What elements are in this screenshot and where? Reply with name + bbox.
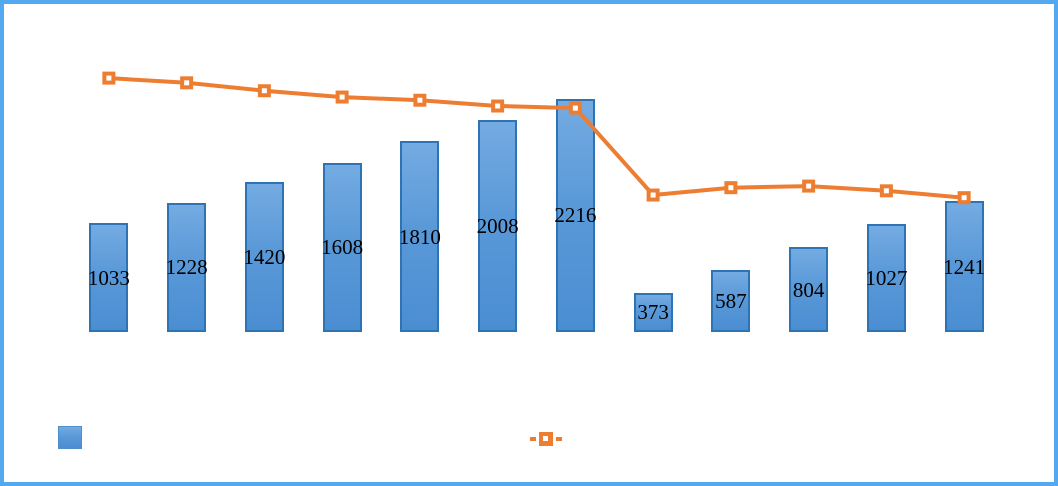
legend-line-series-marker [529,430,563,447]
line-point-marker-center-2 [184,80,190,86]
line-series-path [108,76,965,200]
bar-value-label-3: 1420 [243,245,286,270]
line-point-marker-center-6 [495,103,501,109]
bar-value-label-1: 1033 [87,265,130,290]
bar-1 [89,223,129,332]
line-point-marker-center-4 [339,94,345,100]
bar-8 [633,292,673,332]
bar-5 [400,141,440,332]
bar-9 [711,270,751,332]
line-point-marker-center-7 [572,105,578,111]
bar-value-label-2: 1228 [165,255,208,280]
bar-12 [944,201,984,332]
bar-value-label-5: 1810 [398,224,441,249]
bar-3 [244,182,284,332]
line-point-marker-center-3 [261,88,267,94]
bar-value-label-7: 2216 [554,203,597,228]
bar-6 [478,120,518,332]
bar-value-label-9: 587 [715,289,747,314]
line-point-marker-center-5 [417,97,423,103]
bar-value-label-12: 1241 [943,254,986,279]
bar-value-label-4: 1608 [321,235,364,260]
legend-line-marker-center-icon [543,436,548,441]
bar-11 [866,223,906,332]
bar-value-label-6: 2008 [476,214,519,239]
bar-10 [789,247,829,332]
line-point-marker-center-12 [961,195,967,201]
bar-7 [555,98,595,332]
line-point-marker-center-11 [883,188,889,194]
bar-value-label-10: 804 [792,277,825,302]
bar-4 [322,162,362,332]
line-point-marker-center-1 [106,75,112,81]
line-point-marker-center-10 [806,183,812,189]
legend-line-marker-square-icon [539,432,553,446]
legend-line-dash-right-icon [556,437,562,441]
bar-value-label-8: 373 [637,300,669,325]
bar-value-label-11: 1027 [865,265,908,290]
bar-2 [167,202,207,332]
legend-line-dash-left-icon [530,437,536,441]
legend-bar-series-swatch [58,426,82,449]
line-point-marker-center-9 [728,185,734,191]
line-point-marker-center-8 [650,192,656,198]
